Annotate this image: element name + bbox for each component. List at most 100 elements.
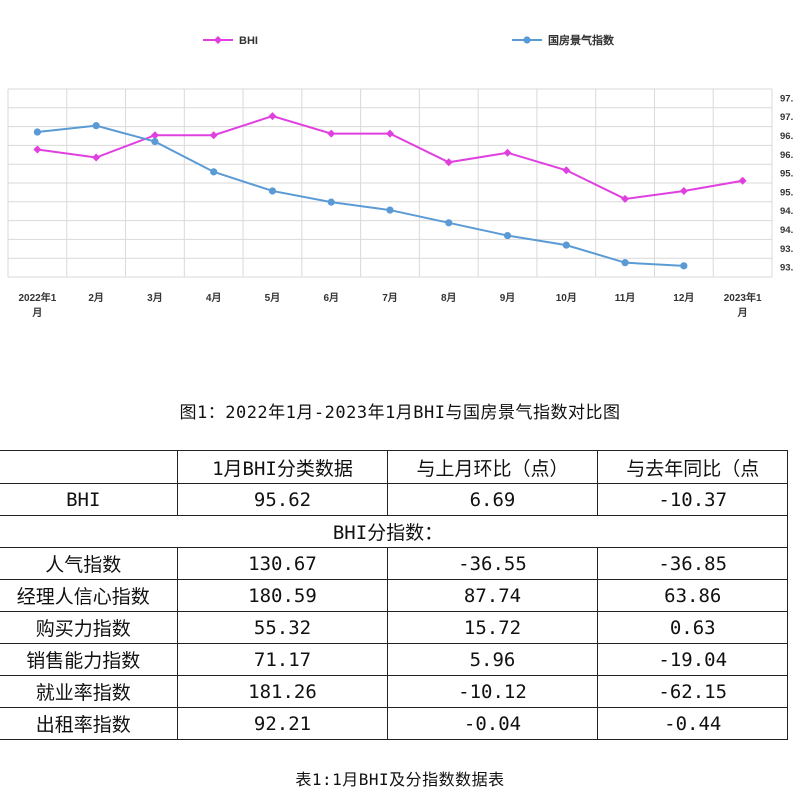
chart-series <box>33 112 747 270</box>
table-cell: -62.15 <box>597 675 788 708</box>
x-tick-label: 12月 <box>673 292 694 304</box>
table-row: 出租率指数 92.21 -0.04 -0.44 <box>0 707 788 740</box>
y-tick-label: 96. <box>780 150 793 161</box>
x-tick-label: 2023年1 月 <box>724 291 762 319</box>
data-point <box>151 137 159 146</box>
table-cell: 15.72 <box>386 611 599 644</box>
x-tick-label: 5月 <box>265 292 281 304</box>
y-tick-label: 94. <box>780 225 793 236</box>
table-body: 人气指数 130.67 -36.55 -36.85 经理人信心指数 180.59 87.74… <box>0 547 788 740</box>
data-point <box>92 153 101 162</box>
data-point <box>150 131 159 140</box>
table-header-cell: 与上月环比（点） <box>386 450 599 484</box>
x-tick-label: 7月 <box>382 292 398 304</box>
table-subheading: BHI分指数： <box>0 515 788 548</box>
table-cell: 95.62 <box>177 483 388 516</box>
table-cell: 购买力指数 <box>0 611 179 644</box>
table-cell: 63.86 <box>597 579 788 612</box>
data-point <box>503 148 512 157</box>
y-axis-ticks: 97. 97. 96. 96. 95. 95. 94. 94. 93. 93. <box>780 93 793 273</box>
data-point <box>268 112 277 121</box>
data-point <box>327 129 336 138</box>
data-point <box>445 219 453 227</box>
data-point <box>92 122 100 130</box>
data-point <box>562 241 570 249</box>
bhi-data-table: 1月BHI分类数据 与上月环比（点） 与去年同比（点 BHI 95.62 6.6… <box>0 450 788 740</box>
x-tick-label: 4月 <box>206 292 222 304</box>
table-cell: -19.04 <box>597 643 788 676</box>
y-tick-label: 95. <box>780 169 793 180</box>
table-cell: 181.26 <box>177 675 388 708</box>
data-point <box>738 176 747 185</box>
chart-grid <box>7 88 773 278</box>
table-cell: 就业率指数 <box>0 675 179 708</box>
series-line-0 <box>37 115 743 200</box>
data-point <box>621 194 630 203</box>
y-tick-label: 93. <box>780 263 793 274</box>
table-header-row: 1月BHI分类数据 与上月环比（点） 与去年同比（点 <box>0 450 788 484</box>
legend-label: BHI <box>239 35 258 47</box>
x-axis-ticks: 2022年1 月 2月 3月 4月 5月 6月 7月 8月 9月 10月 11月 12月 2023年1 月 <box>18 291 761 319</box>
line-chart: 2022年1 月2月 3月 4月 5月 6月 7月 8月 9月 10月 11月 12月 2023年1 月 … <box>7 33 793 319</box>
table-cell: -36.85 <box>597 547 788 580</box>
table-row: 销售能力指数 71.17 5.96 -19.04 <box>0 643 788 676</box>
x-tick-label: 11月 <box>615 292 636 304</box>
table-cell: 55.32 <box>177 611 388 644</box>
table-cell: -10.37 <box>597 483 788 516</box>
legend-label: 国房景气指数 <box>548 33 615 47</box>
table-cell: 87.74 <box>386 579 599 612</box>
y-tick-label: 94. <box>780 206 793 217</box>
data-point <box>503 231 512 240</box>
table-cell: -0.44 <box>597 707 788 740</box>
table-cell: 经理人信心指数 <box>0 579 179 612</box>
x-tick-label: 9月 <box>500 292 516 304</box>
y-tick-label: 95. <box>780 187 793 198</box>
data-point <box>386 129 394 138</box>
legend-marker <box>523 36 531 44</box>
table-cell: 0.63 <box>597 611 788 644</box>
table-header-cell: 与去年同比（点 <box>597 450 788 484</box>
data-point <box>33 128 41 136</box>
x-tick-label: 2022年1 月 <box>18 291 56 319</box>
data-point <box>210 168 218 176</box>
table-cell: 130.67 <box>177 547 388 580</box>
table-row: 就业率指数 181.26 -10.12 -62.15 <box>0 675 788 708</box>
table-cell: 出租率指数 <box>0 707 179 740</box>
table-row: 人气指数 130.67 -36.55 -36.85 <box>0 547 788 580</box>
table-cell: 180.59 <box>177 579 388 612</box>
table-row: 经理人信心指数 180.59 87.74 63.86 <box>0 579 788 612</box>
table-row-bhi: BHI 95.62 6.69 -10.37 <box>0 483 788 516</box>
table-cell: -0.04 <box>386 707 599 740</box>
data-point <box>680 262 688 270</box>
x-tick-label: 10月 <box>556 292 577 304</box>
data-point <box>621 259 629 267</box>
table-cell: 6.69 <box>386 483 599 516</box>
table-cell: 销售能力指数 <box>0 643 179 676</box>
x-tick-label: 6月 <box>323 292 339 304</box>
table-row: 购买力指数 55.32 15.72 0.63 <box>0 611 788 644</box>
table-header-cell <box>0 450 179 484</box>
x-tick-label: 8月 <box>441 292 457 304</box>
data-point <box>386 206 394 214</box>
table-cell: BHI <box>0 483 179 516</box>
y-tick-label: 97. <box>780 93 793 104</box>
x-tick-label: 2月 <box>88 292 104 304</box>
table-cell: -10.12 <box>386 675 599 708</box>
table-cell: 71.17 <box>177 643 388 676</box>
chart-legend: BHI 国房景气指数 <box>203 33 615 47</box>
table-cell: 5.96 <box>386 643 599 676</box>
figure-caption: 图1：2022年1月-2023年1月BHI与国房景气指数对比图 <box>179 403 621 423</box>
x-tick-label: 3月 <box>147 292 163 304</box>
table-cell: 92.21 <box>177 707 388 740</box>
legend-marker <box>214 36 222 44</box>
data-point <box>327 198 335 206</box>
data-point <box>444 158 453 167</box>
table-cell: -36.55 <box>386 547 599 580</box>
data-point <box>209 131 218 140</box>
y-tick-label: 96. <box>780 131 793 142</box>
data-point <box>33 145 42 154</box>
table-subheading-row: BHI分指数： <box>0 515 788 548</box>
data-point <box>268 187 277 195</box>
table-caption: 表1:1月BHI及分指数数据表 <box>295 770 505 789</box>
y-tick-label: 93. <box>780 244 793 255</box>
